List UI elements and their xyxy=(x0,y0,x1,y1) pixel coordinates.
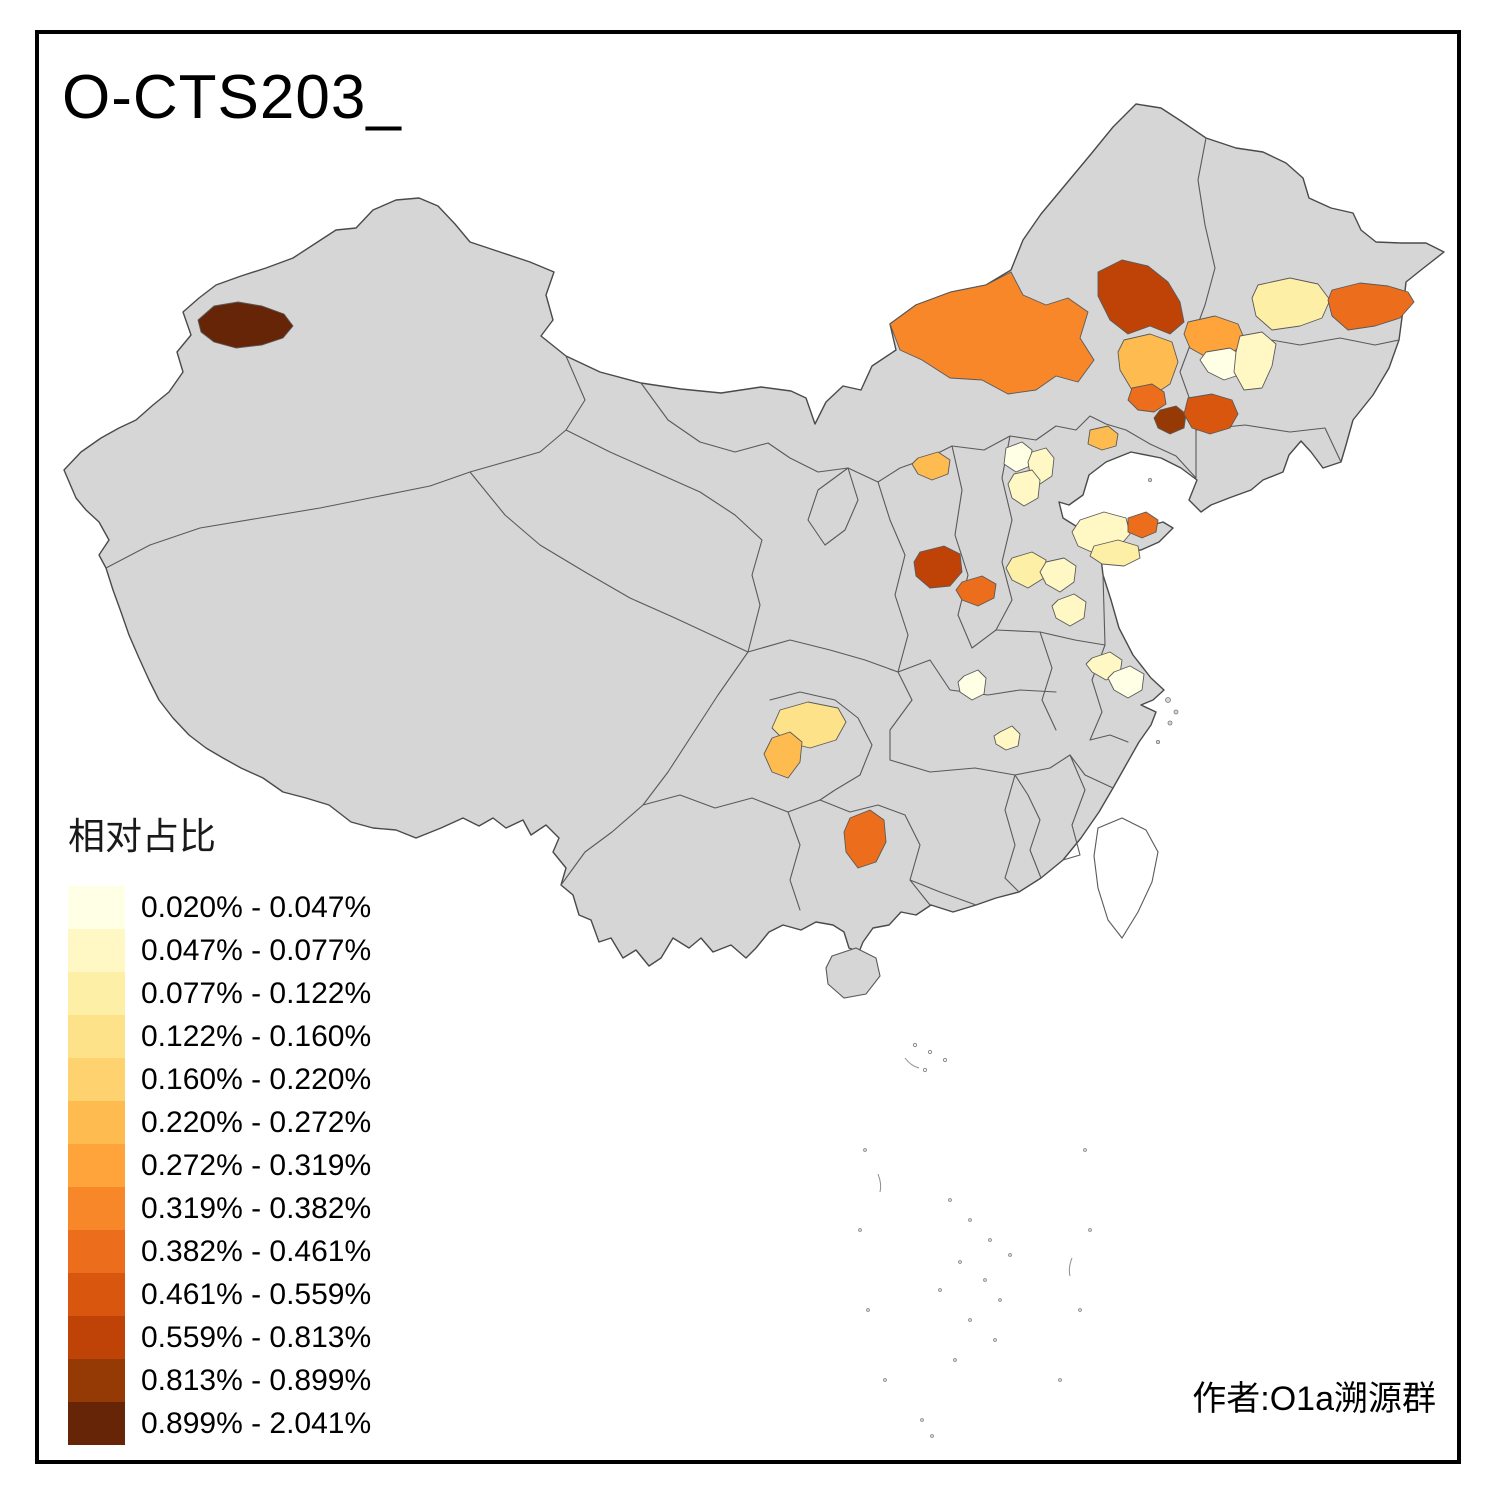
prefecture-region xyxy=(1153,405,1187,435)
legend-label: 0.899% - 2.041% xyxy=(141,1406,372,1440)
legend-label: 0.020% - 0.047% xyxy=(141,890,372,924)
page-title: O-CTS203_ xyxy=(62,63,402,132)
attribution-text: 作者:O1a溯源群 xyxy=(1192,1380,1436,1418)
prefecture-region xyxy=(993,725,1021,751)
legend-row: 0.319% - 0.382% xyxy=(68,1187,371,1230)
legend-swatch xyxy=(68,1316,125,1359)
legend-label: 0.382% - 0.461% xyxy=(141,1234,372,1268)
colored-prefectures xyxy=(197,259,1415,869)
legend-row: 0.382% - 0.461% xyxy=(68,1230,371,1273)
prefecture-region xyxy=(197,301,294,349)
legend-row: 0.813% - 0.899% xyxy=(68,1359,371,1402)
legend-swatch xyxy=(68,1402,125,1445)
taiwan-island xyxy=(1093,817,1159,939)
legend-swatch xyxy=(68,1015,125,1058)
prefecture-region xyxy=(889,271,1095,395)
legend-swatch xyxy=(68,1144,125,1187)
prefecture-region xyxy=(1007,469,1041,507)
legend-row: 0.272% - 0.319% xyxy=(68,1144,371,1187)
prefecture-region xyxy=(843,809,887,869)
legend-row: 0.559% - 0.813% xyxy=(68,1316,371,1359)
legend-row: 0.160% - 0.220% xyxy=(68,1058,371,1101)
hainan-island xyxy=(825,947,881,999)
legend-label: 0.813% - 0.899% xyxy=(141,1363,372,1397)
legend-label: 0.220% - 0.272% xyxy=(141,1105,372,1139)
legend-row: 0.047% - 0.077% xyxy=(68,929,371,972)
legend-row: 0.077% - 0.122% xyxy=(68,972,371,1015)
prefecture-region xyxy=(1327,282,1415,331)
prefecture-region xyxy=(1005,551,1047,589)
prefecture-region xyxy=(913,545,963,589)
legend-swatch xyxy=(68,886,125,929)
legend-swatch xyxy=(68,1101,125,1144)
prefecture-region xyxy=(1127,383,1167,413)
legend-row: 0.461% - 0.559% xyxy=(68,1273,371,1316)
prefecture-region xyxy=(763,731,803,779)
legend-classes: 0.020% - 0.047% 0.047% - 0.077% 0.077% - 0… xyxy=(68,886,371,1445)
legend-label: 0.047% - 0.077% xyxy=(141,933,372,967)
legend-row: 0.899% - 2.041% xyxy=(68,1402,371,1445)
prefecture-region xyxy=(957,669,987,701)
legend-row: 0.020% - 0.047% xyxy=(68,886,371,929)
legend-swatch xyxy=(68,972,125,1015)
legend-row: 0.122% - 0.160% xyxy=(68,1015,371,1058)
legend-swatch xyxy=(68,1273,125,1316)
legend-label: 0.559% - 0.813% xyxy=(141,1320,372,1354)
prefecture-region xyxy=(1097,259,1185,335)
legend-label: 0.461% - 0.559% xyxy=(141,1277,372,1311)
legend: 相对占比 0.020% - 0.047% 0.047% - 0.077% 0.077… xyxy=(68,806,371,1445)
prefecture-region xyxy=(1233,331,1277,391)
prefecture-region xyxy=(1107,665,1145,699)
prefecture-region xyxy=(1051,593,1087,627)
prefecture-region xyxy=(911,451,951,481)
south-china-sea-islands xyxy=(858,1042,1092,1438)
legend-label: 0.077% - 0.122% xyxy=(141,976,372,1010)
china-landmass xyxy=(63,103,1445,967)
prefecture-region xyxy=(1251,277,1331,331)
legend-title: 相对占比 xyxy=(68,816,216,857)
legend-label: 0.160% - 0.220% xyxy=(141,1062,372,1096)
legend-label: 0.272% - 0.319% xyxy=(141,1148,372,1182)
prefecture-region xyxy=(1089,539,1141,567)
legend-swatch xyxy=(68,1359,125,1402)
legend-label: 0.122% - 0.160% xyxy=(141,1019,372,1053)
prefecture-region xyxy=(955,575,997,607)
prefecture-region xyxy=(1183,393,1239,435)
legend-label: 0.319% - 0.382% xyxy=(141,1191,372,1225)
legend-swatch xyxy=(68,1230,125,1273)
prefecture-region xyxy=(1039,557,1077,593)
coastal-islands xyxy=(1148,477,1179,745)
legend-row: 0.220% - 0.272% xyxy=(68,1101,371,1144)
legend-swatch xyxy=(68,1187,125,1230)
prefecture-region xyxy=(1087,425,1119,451)
prefecture-region xyxy=(1127,511,1159,539)
legend-swatch xyxy=(68,929,125,972)
legend-swatch xyxy=(68,1058,125,1101)
